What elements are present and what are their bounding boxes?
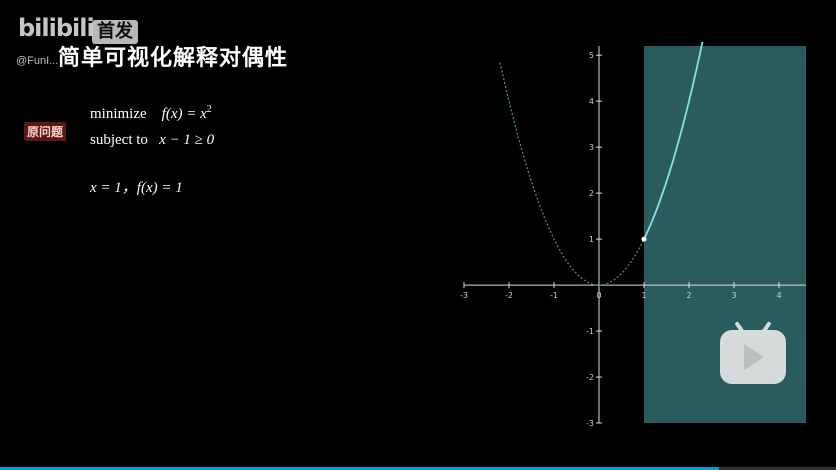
y-tick-label: -2 (586, 373, 594, 382)
play-button[interactable] (720, 321, 786, 384)
objective-power: 2 (206, 104, 212, 115)
constraint-word: subject to (90, 132, 148, 148)
video-progress-bar[interactable] (0, 467, 836, 470)
x-tick-label: 1 (641, 291, 646, 300)
y-tick-label: -1 (586, 327, 594, 336)
curve-feasible (643, 41, 704, 240)
constraint-line: subject to x − 1 ≥ 0 (90, 132, 214, 149)
solution-line: x = 1，f(x) = 1 (90, 176, 183, 197)
x-tick-label: 2 (686, 291, 691, 300)
y-tick-label: 2 (589, 189, 594, 198)
y-tick-label: 5 (589, 51, 594, 60)
video-progress-fill (0, 467, 719, 470)
x-tick-label: 3 (731, 291, 736, 300)
y-tick-label: 1 (589, 235, 594, 244)
x-tick-label: -3 (460, 291, 468, 300)
objective-word: minimize (90, 106, 147, 122)
logo-text: bilibili (18, 14, 95, 42)
curve-dashed (499, 62, 645, 286)
y-tick-label: 3 (589, 143, 594, 152)
x-tick-label: -2 (505, 291, 513, 300)
x-tick-label: 4 (776, 291, 781, 300)
objective-line: minimize f(x) = x2 (90, 104, 212, 123)
video-title: 简单可视化解释对偶性 (58, 46, 289, 71)
solution-expr: x = 1，f(x) = 1 (90, 180, 183, 196)
optimum-point (641, 236, 647, 242)
play-icon (744, 344, 764, 370)
constraint-expr: x − 1 ≥ 0 (159, 132, 215, 148)
y-tick-label: -3 (586, 419, 594, 428)
uploader-handle: @FunI... (16, 55, 59, 67)
y-tick-label: 4 (589, 97, 594, 106)
x-tick-label: 0 (596, 291, 601, 300)
primal-problem-label: 原问题 (24, 122, 67, 141)
logo-tag: 首发 (92, 20, 138, 44)
objective-expr: f(x) = x (161, 106, 207, 122)
x-tick-label: -1 (550, 291, 558, 300)
